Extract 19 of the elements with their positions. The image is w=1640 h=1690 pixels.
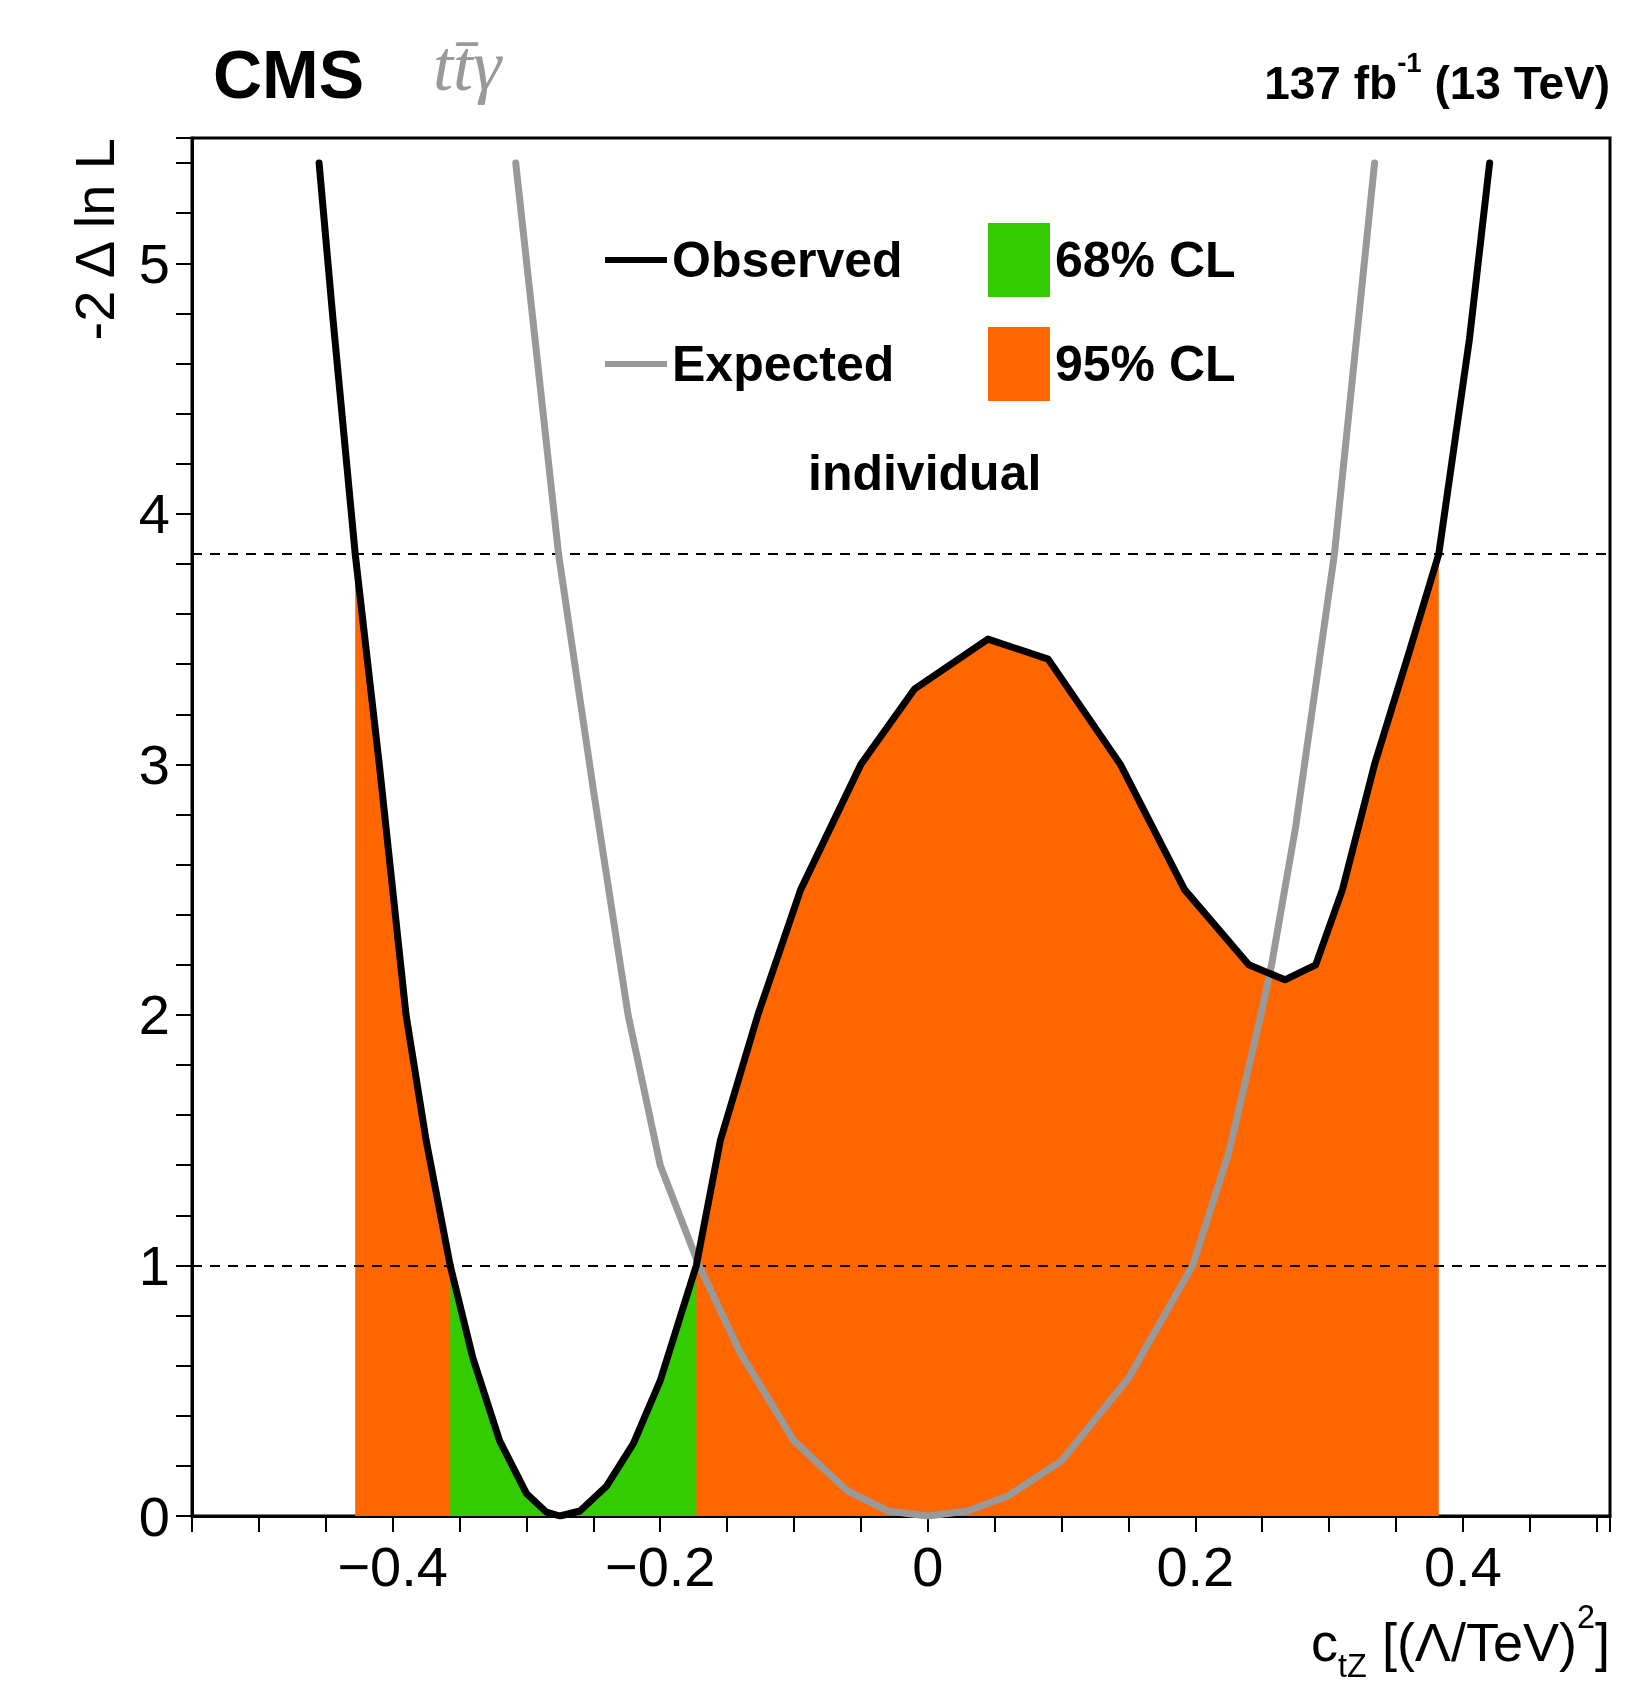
x-tick-label: 0: [912, 1534, 944, 1598]
y-tick-label: 3: [138, 732, 170, 796]
x-tick-label: 0.4: [1423, 1534, 1502, 1598]
y-tick-label: 2: [138, 983, 170, 1047]
legend-label: 95% CL: [1055, 336, 1236, 392]
y-tick-label: 4: [138, 482, 170, 546]
y-tick-label: 5: [138, 231, 170, 295]
legend-label: Observed: [672, 232, 903, 288]
legend-label: 68% CL: [1055, 232, 1236, 288]
x-tick-label: −0.4: [337, 1534, 448, 1598]
y-tick-label: 0: [138, 1484, 170, 1548]
annotation: individual: [808, 445, 1042, 501]
y-tick-label: 1: [138, 1233, 170, 1297]
x-tick-label: 0.2: [1156, 1534, 1235, 1598]
x-tick-label: −0.2: [604, 1534, 716, 1598]
legend-label: Expected: [672, 336, 895, 392]
y-axis-title: -2 Δ ln L: [62, 138, 126, 341]
chart-title: CMS: [213, 36, 365, 112]
chart-subtitle: tt̄γ: [433, 26, 504, 106]
